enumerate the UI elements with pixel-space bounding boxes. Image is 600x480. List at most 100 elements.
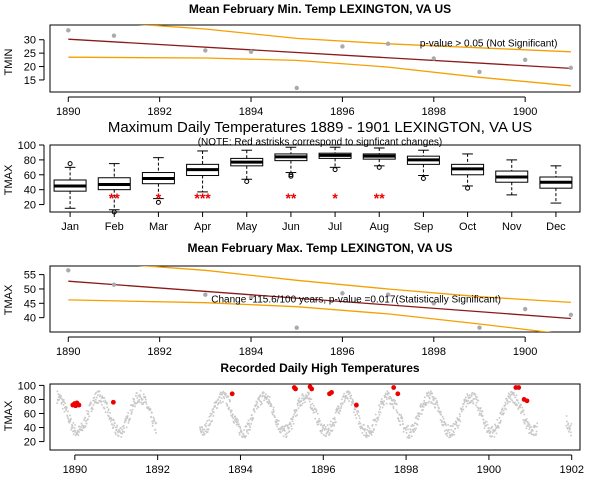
daily-observation [371,425,374,427]
daily-observation [132,404,135,406]
daily-observation [77,429,79,432]
daily-observation [322,427,325,430]
daily-observation [201,430,203,432]
daily-observation [267,395,269,397]
daily-observation [504,401,507,404]
daily-observation [67,421,70,423]
daily-observation [320,432,323,434]
daily-observation [415,427,417,430]
daily-highlight-point [229,391,235,397]
daily-observation [328,427,330,430]
daily-observation [567,422,570,425]
daily-observation [209,412,212,415]
daily-observation [213,402,216,404]
daily-observation [377,416,380,419]
daily-observation [450,433,453,436]
feb-max-data-point [431,301,436,306]
daily-observation [385,396,387,398]
daily-observation [149,408,152,410]
daily-observation [507,392,510,395]
daily-observation [249,429,251,431]
daily-observation [309,406,312,408]
daily-observation [130,404,132,406]
daily-observation [350,394,352,397]
daily-observation [448,436,450,439]
daily-observation [124,417,127,420]
daily-observation [531,433,533,436]
daily-observation [505,398,508,400]
daily-observation [430,401,433,403]
feb-min-plot-frame [49,24,581,93]
daily-observation [274,416,276,418]
daily-observation [328,434,330,436]
daily-observation [317,412,319,415]
daily-observation [320,423,323,425]
daily-observation [232,413,234,415]
daily-observation [366,428,368,431]
daily-observation [234,418,236,421]
daily-observation [464,399,467,401]
daily-observation [232,417,234,420]
daily-observation [102,400,105,403]
box-apr [186,150,220,193]
daily-observation [429,394,432,396]
daily-observation [462,405,464,408]
daily-observation [251,419,253,422]
daily-observation [117,431,119,434]
daily-observation [471,400,474,402]
box-outlier [155,199,161,205]
daily-observation [61,401,63,404]
daily-observation [569,427,571,430]
daily-observation [295,415,297,417]
daily-observation [330,420,332,423]
daily-observation [305,394,307,396]
daily-observation [220,397,223,399]
daily-observation [389,396,392,398]
panel-feb-max-ylabel: TMAX [3,284,15,315]
daily-observation [388,392,390,395]
daily-observation [245,425,248,428]
daily-observation [379,406,381,408]
daily-observation [329,429,332,432]
daily-observation [224,394,227,397]
daily-observation [242,433,245,435]
daily-observation [491,432,494,434]
daily-observation [509,398,512,400]
daily-observation [140,401,142,404]
daily-observation [261,395,263,398]
daily-observation [58,398,60,401]
daily-observation [474,393,477,396]
feb-min-annotation: p-value > 0.05 (Not Significant) [420,38,558,49]
daily-observation [126,416,128,418]
daily-observation [517,408,519,410]
daily-observation [61,399,64,401]
daily-observation [241,436,244,438]
daily-observation [454,420,457,423]
daily-observation [311,408,313,410]
daily-observation [106,411,109,414]
daily-observation [106,403,108,405]
daily-observation [421,409,423,412]
daily-observation [425,392,428,394]
daily-observation [226,405,229,407]
daily-observation [283,426,286,428]
feb-max-data-point [385,292,391,297]
daily-observation [330,430,333,432]
daily-observation [201,433,204,436]
daily-observation [298,397,300,400]
daily-observation [487,431,489,433]
daily-observation [283,429,285,431]
daily-observation [121,432,124,435]
daily-observation [214,406,216,408]
daily-observation [138,398,141,401]
daily-observation [329,423,331,426]
daily-observation [390,397,393,400]
daily-observation [116,430,119,433]
daily-observation [209,415,212,417]
daily-observation [111,423,114,426]
daily-observation [386,398,388,400]
daily-observation [419,413,421,415]
daily-observation [506,402,509,405]
daily-observation [354,408,357,411]
daily-observation [113,424,115,427]
